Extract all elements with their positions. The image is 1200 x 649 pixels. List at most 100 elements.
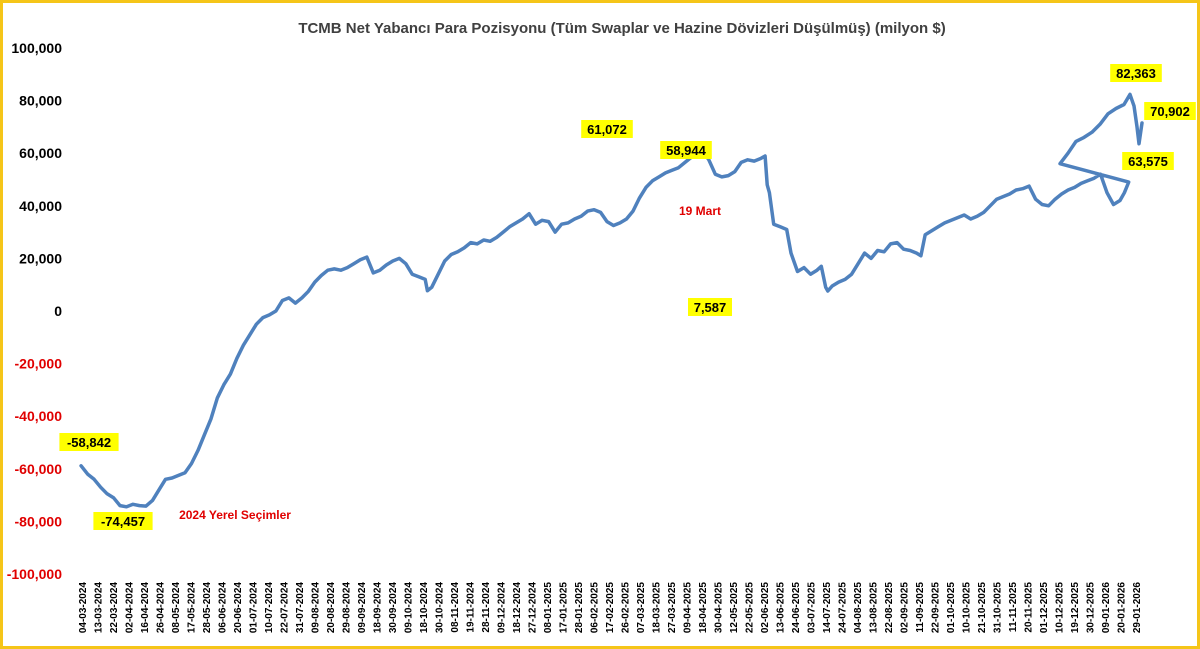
y-axis: 100,000 80,000 60,000 40,000 20,000 0 -20,000 -…: [7, 40, 62, 582]
data-label-text: -74,457: [101, 514, 145, 529]
data-label-bg: [688, 298, 732, 316]
x-tick-label: 10-10-2025: [962, 582, 973, 634]
data-label: 63,575: [1122, 152, 1174, 170]
chart-title: TCMB Net Yabancı Para Pozisyonu (Tüm Swa…: [298, 20, 945, 37]
y-tick-label: -100,000: [7, 566, 62, 582]
x-tick-label: 20-11-2025: [1024, 582, 1035, 633]
data-label-bg: [660, 141, 712, 159]
x-tick-label: 22-08-2025: [884, 582, 895, 634]
y-tick-label: 40,000: [19, 198, 62, 214]
x-tick-label: 09-10-2024: [404, 582, 415, 634]
data-label-text: 70,902: [1150, 104, 1190, 119]
x-tick-label: 17-05-2024: [187, 582, 198, 634]
data-label-bg: [1144, 102, 1196, 120]
data-label-text: 82,363: [1116, 66, 1156, 81]
x-tick-label: 24-06-2025: [791, 582, 802, 634]
data-label: 7,587: [688, 298, 732, 316]
x-tick-label: 09-09-2024: [357, 582, 368, 634]
data-label: 82,363: [1110, 64, 1162, 82]
annotation-local-elections: 2024 Yerel Seçimler: [179, 508, 291, 522]
x-tick-label: 09-08-2024: [311, 582, 322, 634]
x-tick-label: 31-10-2025: [993, 582, 1004, 634]
data-label: 70,902: [1144, 102, 1196, 120]
x-tick-label: 12-05-2025: [729, 582, 740, 634]
x-tick-label: 27-12-2024: [528, 582, 539, 634]
y-tick-label: 20,000: [19, 250, 62, 266]
x-tick-label: 30-09-2024: [388, 582, 399, 634]
data-label-text: 58,944: [666, 143, 707, 158]
x-tick-label: 10-07-2024: [264, 582, 275, 634]
y-tick-label: 80,000: [19, 93, 62, 109]
x-axis: 04-03-2024 13-03-2024 22-03-2024 02-04-2024…: [78, 582, 1143, 634]
x-tick-label: 11-11-2025: [1008, 582, 1019, 632]
x-tick-label: 22-09-2025: [931, 582, 942, 634]
x-tick-label: 01-07-2024: [249, 582, 260, 634]
x-tick-label: 21-10-2025: [977, 582, 988, 634]
y-tick-label: 60,000: [19, 145, 62, 161]
series-line: [79, 92, 1144, 509]
x-tick-label: 20-01-2026: [1117, 582, 1128, 634]
y-tick-label: 0: [54, 303, 62, 319]
y-tick-label: -40,000: [15, 408, 63, 424]
x-tick-label: 09-01-2026: [1101, 582, 1112, 634]
x-tick-label: 22-03-2024: [109, 582, 120, 634]
x-tick-label: 04-03-2024: [78, 582, 89, 634]
data-label-bg: [1122, 152, 1174, 170]
x-tick-label: 20-08-2024: [326, 582, 337, 634]
x-tick-label: 31-07-2024: [295, 582, 306, 634]
x-tick-label: 20-06-2024: [233, 582, 244, 634]
x-tick-label: 18-10-2024: [419, 582, 430, 634]
x-tick-label: 29-08-2024: [342, 582, 353, 634]
x-tick-label: 06-02-2025: [590, 582, 601, 634]
x-tick-label: 18-12-2024: [512, 582, 523, 634]
x-tick-label: 03-07-2025: [807, 582, 818, 634]
annotation-19-mart: 19 Mart: [679, 204, 721, 218]
y-tick-label: -80,000: [15, 513, 63, 529]
y-tick-label: -60,000: [15, 461, 63, 477]
y-tick-label: 100,000: [11, 40, 62, 56]
x-tick-label: 26-04-2024: [156, 582, 167, 634]
x-tick-label: 02-09-2025: [900, 582, 911, 634]
x-tick-label: 27-03-2025: [667, 582, 678, 634]
data-label: 58,944: [660, 141, 712, 159]
data-label: -74,457: [93, 512, 153, 530]
data-label-bg: [581, 120, 633, 138]
x-tick-label: 17-01-2025: [559, 582, 570, 634]
series-group: [79, 92, 1144, 509]
x-tick-label: 08-11-2024: [450, 582, 461, 633]
data-label-text: 61,072: [587, 122, 627, 137]
x-tick-label: 13-06-2025: [776, 582, 787, 634]
data-label-bg: [1110, 64, 1162, 82]
x-tick-label: 28-01-2025: [574, 582, 585, 634]
x-tick-label: 01-10-2025: [946, 582, 957, 634]
x-tick-label: 09-12-2024: [497, 582, 508, 634]
x-tick-label: 06-06-2024: [218, 582, 229, 634]
x-tick-label: 30-10-2024: [435, 582, 446, 634]
data-label-bg: [59, 433, 119, 451]
data-label-text: -58,842: [67, 435, 111, 450]
x-tick-label: 07-03-2025: [636, 582, 647, 634]
x-tick-label: 28-11-2024: [481, 582, 492, 633]
x-tick-label: 19-11-2024: [466, 582, 477, 633]
x-tick-label: 22-07-2024: [280, 582, 291, 634]
x-tick-label: 17-02-2025: [605, 582, 616, 634]
x-tick-label: 19-12-2025: [1070, 582, 1081, 634]
x-tick-label: 18-03-2025: [652, 582, 663, 634]
x-tick-label: 08-01-2025: [543, 582, 554, 634]
x-tick-label: 30-04-2025: [714, 582, 725, 634]
x-tick-label: 30-12-2025: [1086, 582, 1097, 634]
x-tick-label: 11-09-2025: [915, 582, 926, 633]
x-tick-label: 16-04-2024: [140, 582, 151, 634]
x-tick-label: 28-05-2024: [202, 582, 213, 634]
x-tick-label: 22-05-2025: [745, 582, 756, 634]
x-tick-label: 01-12-2025: [1039, 582, 1050, 634]
x-tick-label: 29-01-2026: [1132, 582, 1143, 634]
x-tick-label: 26-02-2025: [621, 582, 632, 634]
data-label: -58,842: [59, 433, 119, 451]
data-labels: -58,842 -74,457 61,072 58,944 7,587 82,363 70,…: [59, 64, 1196, 530]
x-tick-label: 09-04-2025: [683, 582, 694, 634]
x-tick-label: 04-08-2025: [853, 582, 864, 634]
data-label-text: 63,575: [1128, 154, 1168, 169]
y-tick-label: -20,000: [15, 356, 63, 372]
x-tick-label: 08-05-2024: [171, 582, 182, 634]
